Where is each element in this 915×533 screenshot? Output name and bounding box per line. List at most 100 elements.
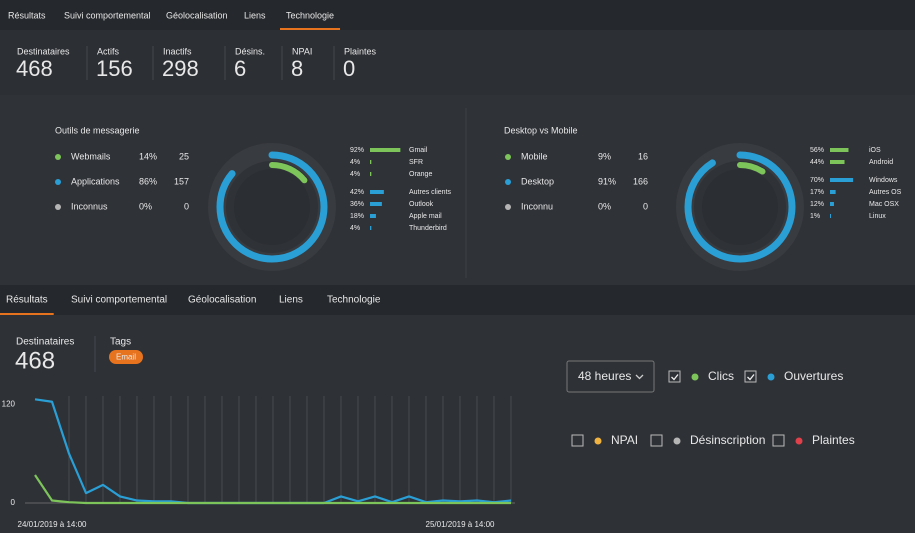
mini-bar [370, 214, 376, 218]
bar-name: Autres OS [869, 189, 902, 196]
results-area [0, 315, 915, 533]
row-pct: 0% [598, 201, 611, 211]
checkmark [747, 374, 755, 381]
mini-bar [370, 148, 401, 152]
tab[interactable]: Résultats [8, 10, 46, 20]
donut-arc [695, 162, 785, 252]
bar-pct: 4% [350, 159, 360, 166]
stat-label: Actifs [97, 46, 120, 56]
active-tab-underline [0, 313, 54, 315]
mini-bar [830, 148, 849, 152]
checkbox[interactable] [668, 370, 681, 383]
bar-pct: 4% [350, 171, 360, 178]
mini-bar [830, 214, 831, 218]
donut-arc [227, 162, 317, 252]
row-pct: 0% [139, 201, 152, 211]
bar-name: Mac OSX [869, 201, 899, 208]
row-count: 16 [638, 151, 648, 161]
legend-dot [505, 179, 511, 185]
legend-dot [505, 204, 511, 210]
tag-pill [109, 350, 143, 364]
toggle-label: Clics [708, 369, 734, 383]
legend-dot [55, 179, 61, 185]
top-tab-bar [0, 0, 915, 30]
bar-name: Apple mail [409, 213, 442, 220]
stat-label: Désins. [235, 46, 265, 56]
mini-bar [830, 202, 834, 206]
bar-name: SFR [409, 159, 423, 166]
row-name: Applications [71, 176, 120, 186]
period-select[interactable] [566, 360, 655, 393]
donut-arc [684, 151, 796, 263]
row-count: 166 [633, 176, 648, 186]
checkbox[interactable] [772, 434, 785, 447]
mini-bar [370, 190, 384, 194]
stat-value: 6 [234, 56, 246, 81]
bar-pct: 17% [810, 189, 824, 196]
stat-value: 0 [343, 56, 355, 81]
stat-label: Destinataires [17, 46, 70, 56]
row-count: 157 [174, 176, 189, 186]
panel-title: Outils de messagerie [55, 125, 140, 135]
mini-bar [830, 160, 845, 164]
toggle-dot [691, 373, 699, 381]
summary-value: 468 [15, 347, 55, 374]
tag-text: Email [116, 353, 136, 362]
toggle-label: Ouvertures [784, 369, 843, 383]
row-count: 0 [184, 201, 189, 211]
tab[interactable]: Suivi comportemental [71, 295, 167, 306]
summary-label: Destinataires [16, 337, 74, 348]
bar-name: Outlook [409, 201, 434, 208]
mini-bar [830, 190, 836, 194]
series-line [34, 474, 511, 505]
bottom-tab-bar [0, 285, 915, 315]
bar-name: Thunderbird [409, 225, 447, 232]
bar-pct: 18% [350, 213, 364, 220]
x-tick-label: 24/01/2019 à 14:00 [18, 520, 88, 529]
mini-bar [830, 178, 854, 182]
stat-value: 8 [291, 56, 303, 81]
checkbox[interactable] [650, 434, 663, 447]
stat-label: Inactifs [163, 46, 192, 56]
tab[interactable]: Technologie [286, 10, 334, 20]
stat-value: 156 [96, 56, 133, 81]
row-pct: 9% [598, 151, 611, 161]
checkbox[interactable] [744, 370, 757, 383]
tab[interactable]: Géolocalisation [166, 10, 228, 20]
tab[interactable]: Suivi comportemental [64, 10, 151, 20]
stat-label: Plaintes [344, 46, 377, 56]
bar-name: Autres clients [409, 189, 452, 196]
tab[interactable]: Liens [244, 10, 266, 20]
legend-dot [55, 204, 61, 210]
checkmark [671, 374, 679, 381]
bar-pct: 36% [350, 201, 364, 208]
mini-bar [370, 172, 372, 176]
row-pct: 86% [139, 176, 157, 186]
tab[interactable]: Géolocalisation [188, 295, 256, 306]
select-chevron [635, 374, 644, 380]
tab[interactable]: Liens [279, 295, 303, 306]
row-count: 25 [179, 151, 189, 161]
tab[interactable]: Résultats [6, 295, 48, 306]
stat-label: NPAI [292, 46, 312, 56]
bar-pct: 4% [350, 225, 360, 232]
toggle-dot [594, 437, 602, 445]
panel-title: Desktop vs Mobile [504, 125, 578, 135]
donut-center [234, 169, 310, 245]
active-tab-underline [280, 28, 341, 30]
tab[interactable]: Technologie [327, 295, 381, 306]
row-name: Inconnu [521, 201, 553, 211]
bar-pct: 1% [810, 213, 820, 220]
row-name: Desktop [521, 176, 554, 186]
bar-pct: 12% [810, 201, 824, 208]
row-pct: 91% [598, 176, 616, 186]
donut-arc [216, 151, 328, 263]
legend-dot [55, 154, 61, 160]
stat-value: 468 [16, 56, 53, 81]
x-tick-label: 25/01/2019 à 14:00 [426, 520, 496, 529]
period-text: 48 heures [578, 369, 631, 383]
checkbox[interactable] [571, 434, 584, 447]
bar-name: Gmail [409, 147, 428, 154]
